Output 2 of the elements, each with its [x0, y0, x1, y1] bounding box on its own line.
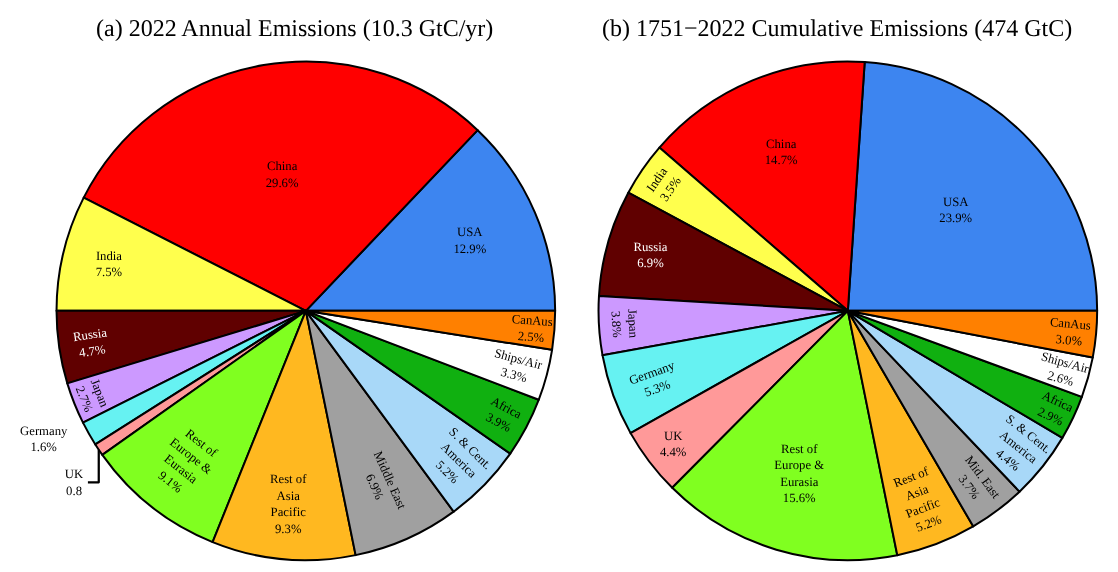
chart-title: (a) 2022 Annual Emissions (10.3 GtC/yr): [96, 14, 494, 42]
chart-title: (b) 1751−2022 Cumulative Emissions (474 GtC): [602, 14, 1073, 42]
